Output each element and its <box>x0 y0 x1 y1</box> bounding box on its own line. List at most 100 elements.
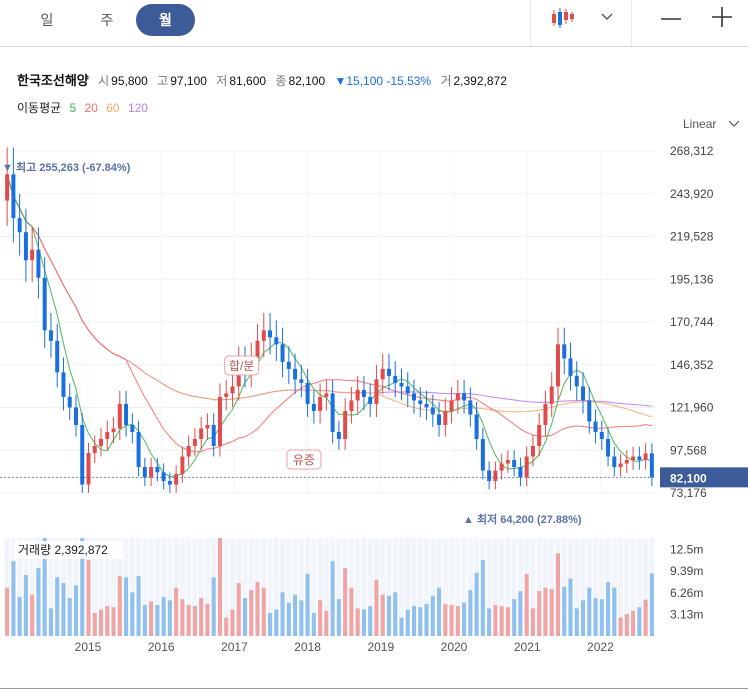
candle-body <box>5 174 10 201</box>
volume-bar <box>386 595 391 636</box>
ma-20-label: 20 <box>84 101 98 115</box>
price-chart[interactable]: 268,312 243,920 219,528 195,136 170,744 146,3… <box>0 145 748 685</box>
candle-body <box>80 424 85 485</box>
volume-bg-stripe <box>248 538 254 636</box>
candlestick-icon[interactable] <box>549 4 581 32</box>
minus-icon[interactable] <box>660 8 682 30</box>
x-tick-label: 2018 <box>294 640 321 654</box>
volume-bar <box>280 592 285 636</box>
volume-bg-stripe <box>173 538 179 636</box>
ma-label: 이동평균 <box>17 101 62 115</box>
candle-body <box>293 368 298 380</box>
candle-body <box>455 393 460 401</box>
volume-bg-stripe <box>92 538 98 636</box>
candle-body <box>574 375 579 387</box>
candle-body <box>36 249 41 278</box>
tab-month[interactable]: 월 <box>136 4 195 36</box>
volume-bar <box>205 603 210 636</box>
low-annotation: ▲ 최저 64,200 (27.88%) <box>463 512 582 526</box>
moving-average-legend[interactable]: 이동평균 5 20 60 120 <box>17 99 153 116</box>
candle-body <box>543 403 548 425</box>
volume-value: 2,392,872 <box>453 74 507 88</box>
chevron-down-icon[interactable] <box>600 12 614 22</box>
volume-bg-stripe <box>179 538 186 636</box>
volume-bar <box>274 609 279 636</box>
scale-mode-label: Linear <box>683 117 717 131</box>
y-tick-label: 195,136 <box>670 272 714 286</box>
volume-bg-stripe <box>392 538 398 636</box>
x-tick-label: 2015 <box>75 640 102 654</box>
volume-bar <box>61 583 66 636</box>
ma-60-line <box>6 174 653 418</box>
volume-bg-stripe <box>549 538 555 636</box>
volume-bar <box>468 589 473 636</box>
scale-selector[interactable]: Linear <box>683 117 740 131</box>
volume-bar <box>643 599 648 636</box>
plus-icon[interactable] <box>711 6 733 28</box>
candle-body <box>637 456 642 461</box>
candle-body <box>111 428 116 432</box>
volume-bar <box>393 592 398 636</box>
x-tick-label: 2017 <box>221 640 248 654</box>
candle-body <box>299 379 304 383</box>
candle-body <box>430 407 435 415</box>
volume-bar <box>80 538 85 636</box>
volume-bar <box>455 606 460 636</box>
candle-body <box>374 379 379 404</box>
candle-body <box>399 382 404 387</box>
candle-body <box>405 386 410 394</box>
volume-bar <box>336 599 341 636</box>
volume-bg-stripe <box>336 538 342 636</box>
tab-day[interactable]: 일 <box>40 12 54 28</box>
volume-bg-stripe <box>642 538 649 636</box>
volume-bar <box>518 591 523 636</box>
candle-body <box>180 456 185 475</box>
candle-body <box>418 400 423 404</box>
volume-bg-stripe <box>192 538 198 636</box>
candle-body <box>161 472 166 482</box>
volume-bar <box>405 609 410 636</box>
high-annotation: ▼ 최고 255,263 (-67.84%) <box>2 160 131 174</box>
toolbar-divider <box>530 0 531 46</box>
candle-body <box>593 421 598 432</box>
candle-body <box>393 375 398 383</box>
volume-bar <box>42 538 47 636</box>
candle-body <box>512 460 517 468</box>
volume-bar <box>555 553 560 636</box>
candle-body <box>174 474 179 485</box>
tab-week[interactable]: 주 <box>100 12 114 28</box>
volume-bar <box>242 598 247 636</box>
volume-bar <box>530 608 535 636</box>
volume-bg-stripe <box>442 538 448 636</box>
volume-bg-stripe <box>380 538 386 636</box>
candle-body <box>324 393 329 397</box>
candle-body <box>361 389 366 397</box>
candle-body <box>443 410 448 425</box>
volume-bar <box>524 573 529 636</box>
candle-body <box>505 460 510 464</box>
volume-bg-stripe <box>505 538 511 636</box>
volume-bg-stripe <box>279 538 286 636</box>
candle-body <box>499 463 504 471</box>
volume-bar <box>117 576 122 636</box>
volume-bar <box>17 596 22 636</box>
candle-body <box>55 340 60 373</box>
volume-bar <box>155 604 160 636</box>
volume-bg-stripe <box>317 538 323 636</box>
volume-bar <box>349 587 354 636</box>
candle-body <box>211 424 216 446</box>
volume-bar <box>99 609 104 636</box>
candle-body <box>437 414 442 425</box>
candle-body <box>649 453 654 478</box>
volume-bar <box>418 607 423 636</box>
candle-body <box>424 403 429 408</box>
volume-bar <box>412 606 417 636</box>
candle-body <box>142 467 147 478</box>
candle-body <box>286 361 291 369</box>
volume-bar <box>130 592 135 636</box>
volume-bg-stripe <box>160 538 167 636</box>
ma-120-label: 120 <box>127 101 148 115</box>
candle-body <box>255 340 260 359</box>
volume-bar <box>249 589 254 636</box>
volume-bg-stripe <box>517 538 524 636</box>
